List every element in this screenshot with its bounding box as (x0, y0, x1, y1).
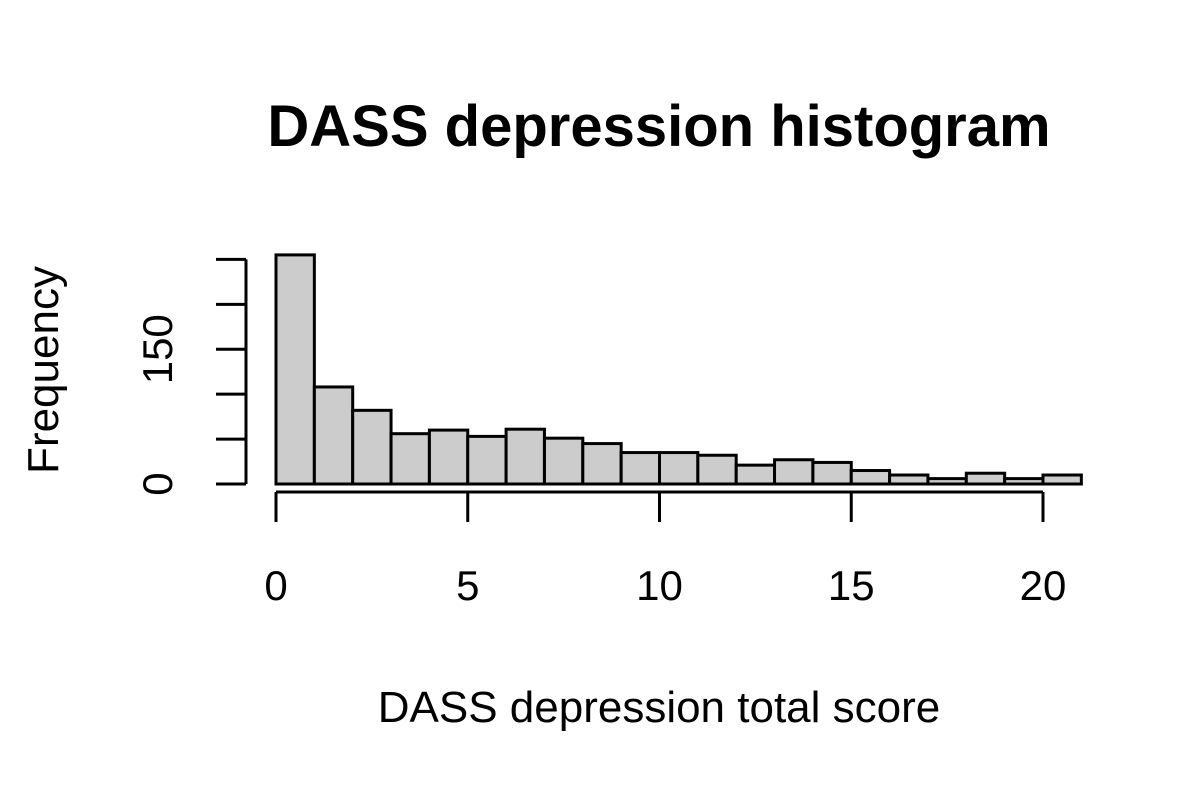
y-tick-label: 150 (134, 314, 181, 384)
histogram-bar (542, 436, 585, 486)
histogram-bar (1041, 473, 1083, 486)
histogram-bar (274, 253, 316, 486)
histogram-bar (888, 473, 930, 486)
histogram-bar (619, 451, 662, 486)
plot-bars (274, 253, 1083, 486)
x-tick-label: 15 (828, 562, 875, 609)
histogram-bar (1003, 477, 1045, 486)
histogram-bar (849, 469, 892, 486)
y-axis-label: Frequency (19, 266, 68, 474)
histogram-bar (312, 385, 355, 486)
histogram-bar (696, 453, 738, 486)
histogram-bar (773, 458, 815, 486)
y-tick-label: 0 (134, 472, 181, 495)
x-tick-label: 20 (1020, 562, 1067, 609)
y-axis: 0 150 (134, 257, 248, 496)
histogram-bar (658, 451, 700, 486)
histogram-bar (389, 432, 431, 486)
x-axis-label: DASS depression total score (378, 683, 941, 732)
histogram-bar (504, 427, 546, 486)
histogram-bar (926, 477, 968, 486)
x-tick-label: 10 (636, 562, 683, 609)
x-tick-label: 5 (456, 562, 479, 609)
chart-title: DASS depression histogram (267, 94, 1050, 159)
histogram-bar (581, 442, 623, 486)
histogram-bar (351, 408, 393, 486)
histogram-bar (734, 463, 777, 486)
x-axis: 0 5 10 15 20 (264, 490, 1067, 609)
x-tick-label: 0 (264, 562, 287, 609)
histogram-bar (427, 428, 470, 486)
histogram-bar (964, 471, 1007, 486)
histogram-bar (466, 434, 508, 486)
histogram-bar (811, 460, 853, 486)
